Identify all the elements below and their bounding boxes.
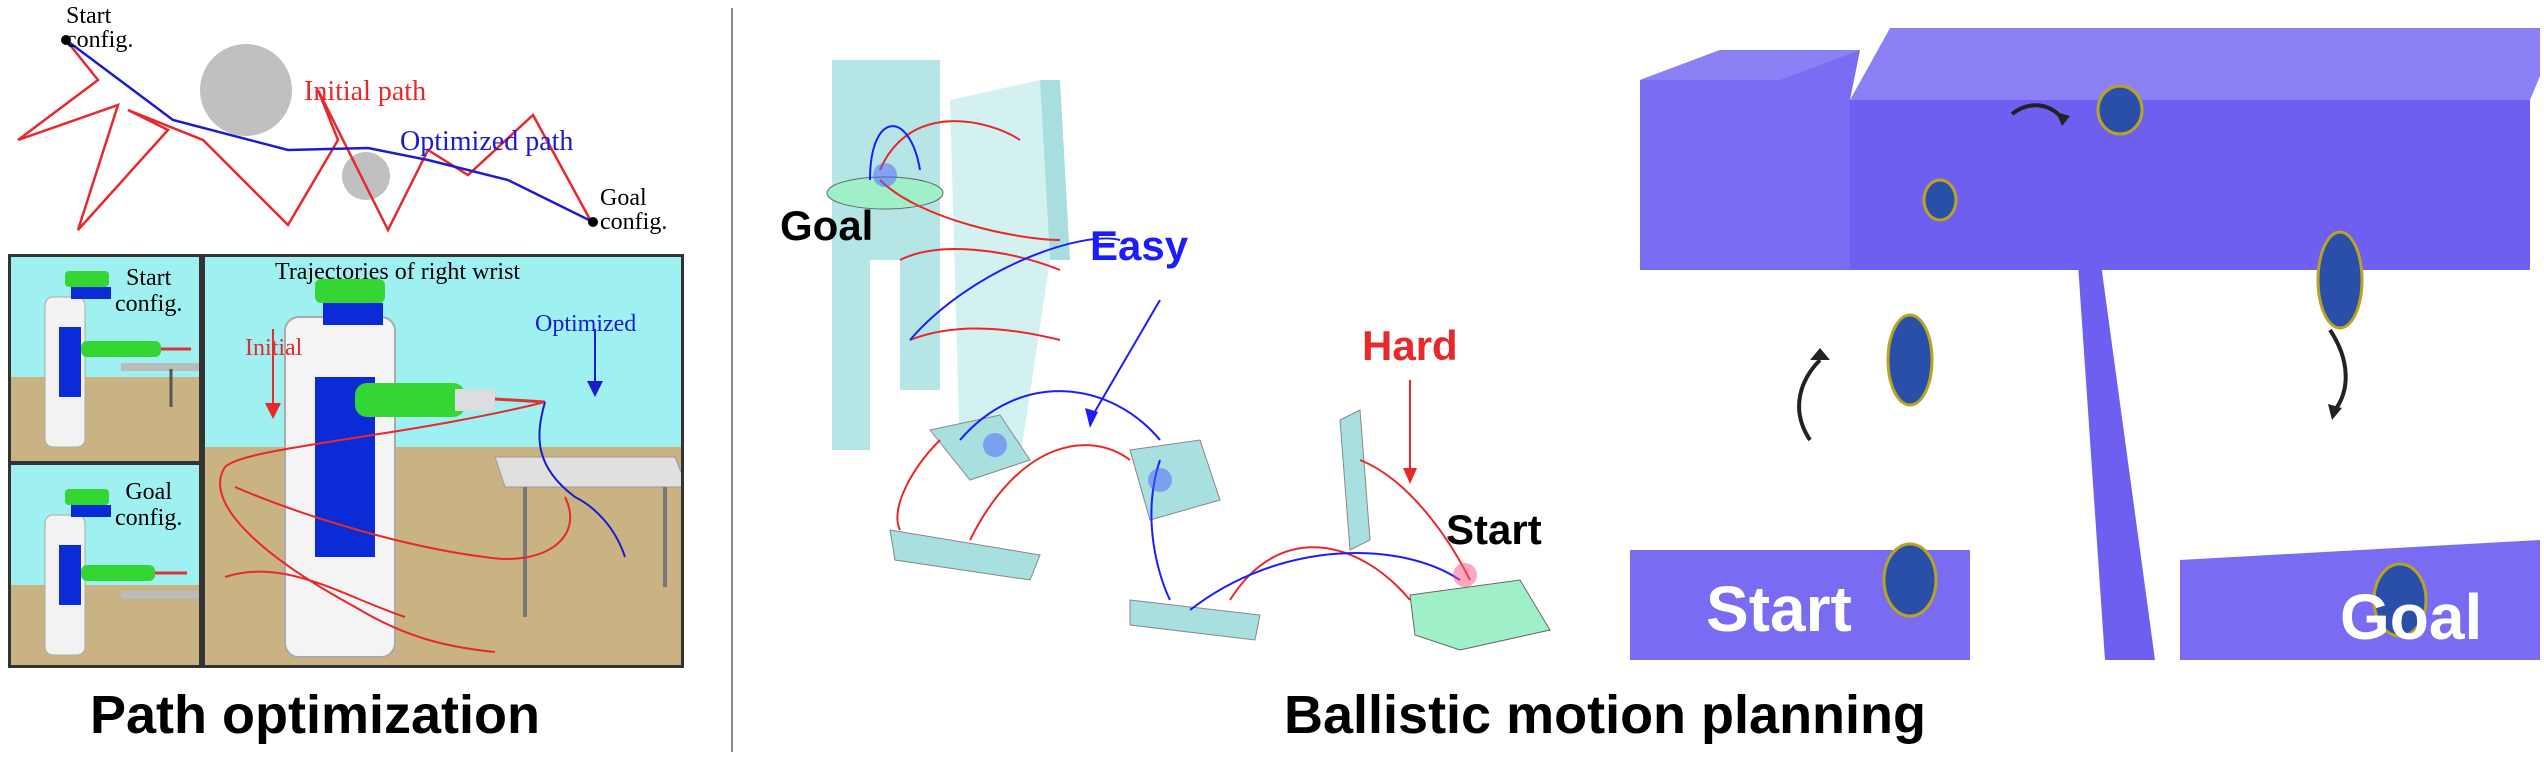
start-label-line1: Start bbox=[66, 3, 112, 29]
start-config-dot bbox=[61, 35, 71, 45]
platform-scene: Goal Easy Hard Start bbox=[760, 40, 1580, 660]
caption-ballistic-motion: Ballistic motion planning bbox=[1284, 685, 1927, 745]
start-config-label: Start config. bbox=[66, 4, 133, 52]
obstacle-small bbox=[342, 152, 390, 200]
easy-label: Easy bbox=[1090, 222, 1189, 269]
robot-goal-svg bbox=[44, 489, 199, 656]
goal-config-dot bbox=[588, 217, 598, 227]
figure-divider bbox=[731, 8, 733, 752]
character-scene-svg bbox=[1630, 28, 2544, 660]
hard-label: Hard bbox=[1362, 322, 1458, 369]
character-scene: Start Goal bbox=[1620, 20, 2544, 670]
character-start-label: Start bbox=[1706, 573, 1852, 645]
character-goal-label: Goal bbox=[2340, 581, 2483, 653]
goal-thumb-label: Goal config. bbox=[115, 479, 182, 531]
optimized-path-line bbox=[65, 38, 594, 224]
path-diagram-svg bbox=[17, 35, 598, 233]
start-config-thumbnail: Start config. bbox=[8, 254, 202, 464]
start-thumb-line2: config. bbox=[115, 291, 183, 317]
optimized-path-label: Optimized path bbox=[400, 126, 574, 157]
platform-start-label: Start bbox=[1446, 506, 1542, 553]
goal-thumb-line1: Goal bbox=[125, 479, 172, 505]
goal-label-line2: config. bbox=[600, 209, 668, 235]
robot-start-svg bbox=[44, 271, 199, 448]
trajectory-svg bbox=[219, 279, 681, 658]
optimized-trajectory-label: Optimized bbox=[535, 311, 637, 337]
obstacle-large bbox=[200, 44, 292, 136]
start-thumb-line1: Start bbox=[125, 265, 172, 291]
initial-trajectory-label: Initial bbox=[245, 335, 303, 361]
floor bbox=[11, 377, 199, 461]
platform-goal-label: Goal bbox=[780, 202, 874, 249]
path-diagram: Start config. Initial path Optimized pat… bbox=[8, 0, 684, 240]
initial-path-label: Initial path bbox=[304, 76, 427, 107]
wrist-trajectory-panel: Trajectories of right wrist Initial Opti… bbox=[202, 254, 684, 668]
platform-scene-svg bbox=[826, 60, 1551, 651]
start-label-line2: config. bbox=[66, 27, 134, 53]
start-thumb-label: Start config. bbox=[115, 265, 182, 317]
goal-thumb-line2: config. bbox=[115, 505, 183, 531]
caption-path-optimization: Path optimization bbox=[90, 685, 540, 745]
goal-config-thumbnail: Goal config. bbox=[8, 462, 202, 668]
trajectories-title: Trajectories of right wrist bbox=[275, 259, 521, 285]
goal-label-line1: Goal bbox=[600, 185, 647, 211]
initial-path-line bbox=[17, 39, 595, 233]
goal-config-label: Goal config. bbox=[600, 186, 667, 234]
